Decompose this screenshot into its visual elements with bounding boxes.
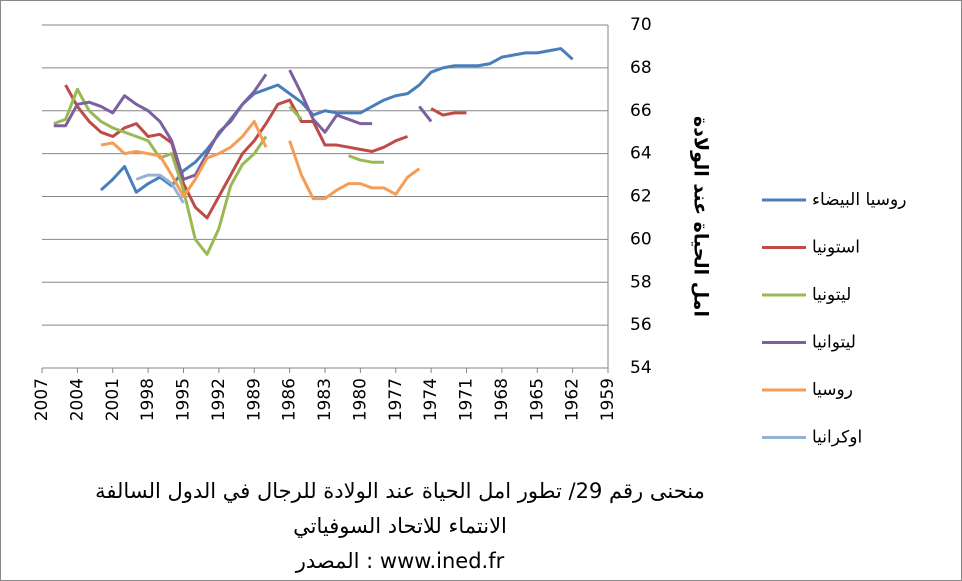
caption-line: المصدر : www.ined.fr [295,549,505,573]
legend-label: روسيا [812,380,853,400]
legend-label: ليتونيا [812,285,851,305]
y-tick-label: 70 [630,15,652,35]
x-tick-label: 1962 [563,378,583,421]
x-tick-label: 1992 [209,378,229,421]
y-axis-title: امل الحياة عند الولادة [690,116,712,317]
x-tick-label: 1959 [598,378,618,421]
legend-label: روسيا البيضاء [812,190,906,210]
series-line [64,84,467,220]
y-tick-label: 66 [630,101,652,121]
x-tick-label: 1989 [244,378,264,421]
x-tick-label: 1983 [315,378,335,421]
x-tick-label: 1968 [492,378,512,421]
x-tick-label: 1971 [457,378,477,421]
caption-line: منحنى رقم 29/ تطور امل الحياة عند الولاد… [95,479,705,504]
x-tick-label: 2001 [103,378,123,421]
x-tick-label: 1977 [386,378,406,421]
x-tick-label: 2007 [32,378,52,421]
legend-label: ليتوانيا [812,333,856,353]
y-tick-label: 54 [630,358,652,378]
y-tick-label: 68 [630,58,652,78]
y-tick-label: 64 [630,144,652,164]
y-tick-label: 58 [630,272,652,292]
x-tick-label: 1965 [527,378,547,421]
x-tick-label: 2004 [67,378,87,421]
x-tick-label: 1995 [174,378,194,421]
x-tick-label: 1998 [138,378,158,421]
series-line [53,69,433,181]
y-tick-label: 56 [630,315,652,335]
x-tick-label: 1980 [350,378,370,421]
x-tick-label: 1974 [421,378,441,421]
series-line [100,119,421,201]
y-tick-label: 60 [630,229,652,249]
x-tick-label: 1986 [280,378,300,421]
legend-label: استونيا [812,238,860,258]
series-line [135,173,185,204]
legend-label: اوكرانيا [812,428,862,448]
caption-line: الانتماء للاتحاد السوفياتي [293,514,507,538]
y-tick-label: 62 [630,187,652,207]
